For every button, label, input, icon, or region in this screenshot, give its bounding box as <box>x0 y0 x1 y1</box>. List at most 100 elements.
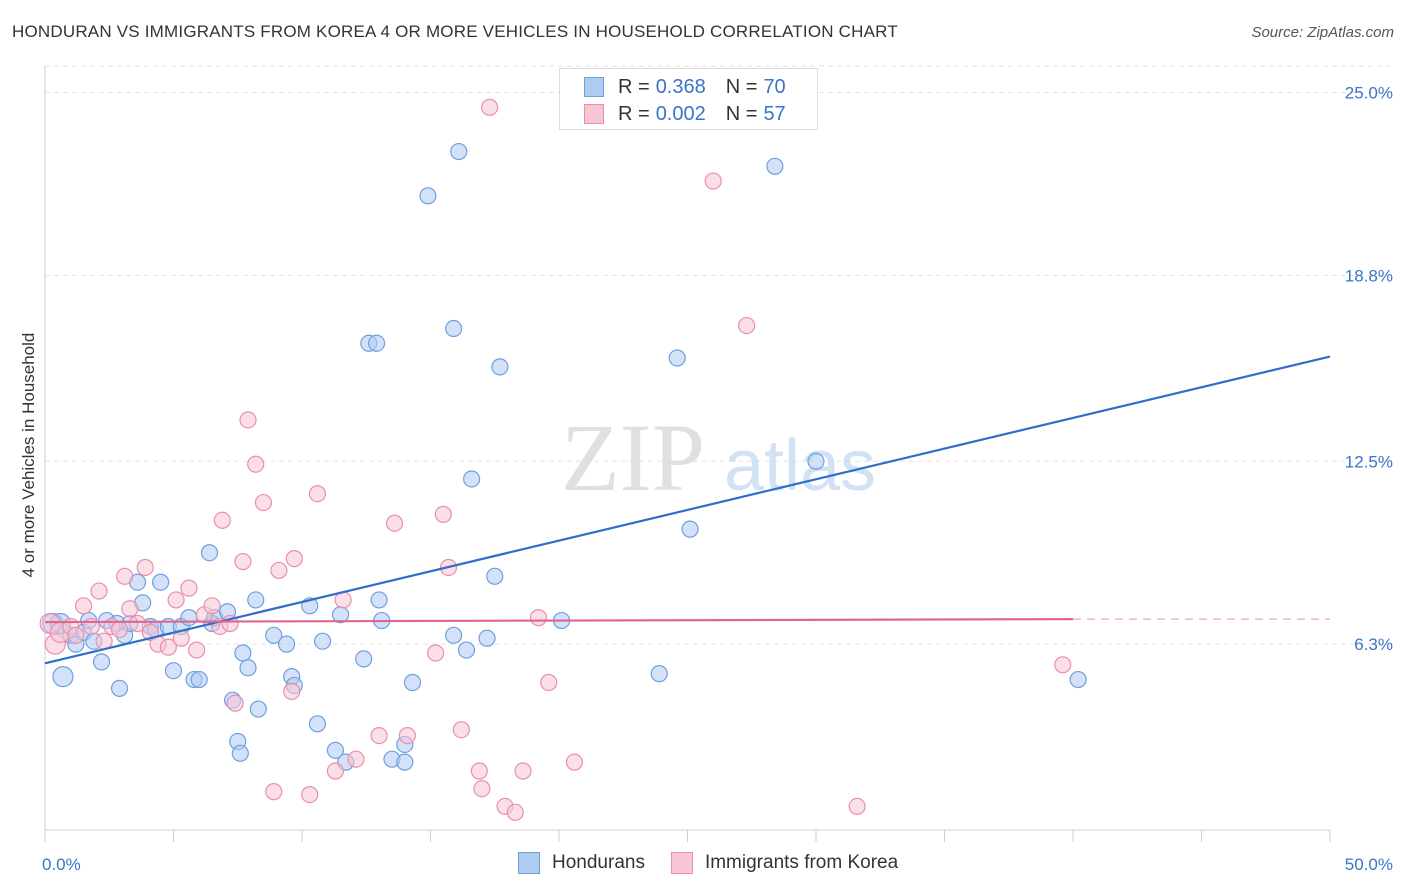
korea-point <box>529 609 548 627</box>
korea-point <box>452 721 470 739</box>
korea-point <box>90 582 108 600</box>
honduran-point <box>681 520 699 538</box>
honduran-trendline <box>44 355 1331 665</box>
korea-point <box>470 762 488 780</box>
korea-point <box>188 641 206 659</box>
korea-point <box>247 455 265 473</box>
korea-point <box>704 172 722 190</box>
korea-point <box>110 620 129 639</box>
honduran-point <box>457 641 476 659</box>
hondurans-legend-swatch <box>518 852 540 874</box>
axes <box>44 66 1331 842</box>
honduran-point <box>52 666 74 688</box>
honduran-point <box>766 157 784 175</box>
honduran-point <box>650 665 668 683</box>
korea-point <box>121 600 139 618</box>
korea-point <box>506 803 524 821</box>
honduran-point <box>110 679 129 698</box>
korea-point <box>159 638 177 656</box>
honduran-point <box>491 358 509 376</box>
r-value: 0.002 <box>655 102 706 125</box>
korea-point <box>398 727 416 745</box>
honduran-point <box>370 591 388 609</box>
korea-point <box>427 644 445 662</box>
honduran-point <box>450 142 468 161</box>
y-tick-label: 12.5% <box>1345 452 1393 471</box>
n-label: N = <box>725 75 758 98</box>
honduran-point <box>308 715 327 733</box>
honduran-point <box>403 673 422 692</box>
korea-point <box>283 682 301 700</box>
r-value: 0.368 <box>655 75 706 98</box>
honduran-point <box>313 632 332 650</box>
y-axis-label: 4 or more Vehicles in Household <box>19 333 38 578</box>
korea-point <box>180 579 198 597</box>
legend-item-hondurans[interactable]: Hondurans <box>518 852 645 874</box>
legend-item-korea[interactable]: Immigrants from Korea <box>670 852 899 874</box>
korea-point <box>481 98 499 116</box>
korea-point <box>738 316 756 335</box>
honduran-point <box>92 653 111 671</box>
legend-label: Immigrants from Korea <box>704 852 899 873</box>
korea-trendline <box>44 617 1074 624</box>
korea-point <box>514 762 532 780</box>
korea-legend-swatch <box>670 852 693 874</box>
honduran-point <box>807 452 825 470</box>
stats-legend: R = 0.368 N = 70 R = 0.002 N = 57 <box>559 68 818 130</box>
korea-point <box>270 561 288 580</box>
y-tick-label: 6.3% <box>1354 635 1393 654</box>
korea-point <box>1054 656 1072 674</box>
honduran-point <box>180 609 198 627</box>
honduran-point <box>396 753 414 771</box>
n-value: 57 <box>763 102 786 125</box>
korea-point <box>473 780 491 798</box>
honduran-point <box>239 659 257 677</box>
honduran-point <box>326 741 345 759</box>
watermark-zip: ZIP <box>561 404 705 511</box>
korea-point <box>234 552 252 571</box>
korea-point <box>347 750 365 768</box>
r-label: R = <box>618 102 650 125</box>
x-tick-label: 50.0% <box>1345 855 1393 874</box>
honduran-point <box>152 573 170 591</box>
korea-point <box>128 614 147 633</box>
honduran-point <box>247 591 265 609</box>
legend-label: Hondurans <box>552 852 645 873</box>
honduran-point <box>463 470 481 488</box>
n-value: 70 <box>763 75 786 98</box>
korea-point <box>74 597 93 615</box>
korea-point <box>254 493 273 512</box>
watermark-atlas: atlas <box>724 426 876 506</box>
korea-point <box>308 485 327 503</box>
korea-swatch <box>584 104 604 124</box>
trendlines <box>44 355 1331 665</box>
korea-point <box>385 514 404 532</box>
korea-point <box>370 727 388 745</box>
korea-point <box>326 762 345 780</box>
honduran-point <box>277 635 296 653</box>
honduran-point <box>234 644 252 662</box>
korea-point <box>136 558 154 577</box>
honduran-point <box>164 662 183 680</box>
honduran-point <box>265 626 283 644</box>
korea-point <box>285 550 303 568</box>
korea-point <box>116 567 134 585</box>
korea-point <box>301 786 319 804</box>
honduran-point <box>355 650 373 668</box>
korea-point <box>565 753 584 771</box>
source-credit: Source: ZipAtlas.com <box>1251 24 1394 41</box>
y-tick-label: 18.8% <box>1345 266 1393 285</box>
chart-title: HONDURAN VS IMMIGRANTS FROM KOREA 4 OR M… <box>12 22 898 41</box>
honduran-point <box>486 567 504 585</box>
korea-point <box>265 783 283 801</box>
korea-point <box>203 597 221 615</box>
korea-point <box>848 797 866 816</box>
y-tick-label: 25.0% <box>1345 84 1393 103</box>
honduran-point <box>367 334 386 352</box>
korea-point <box>67 626 85 644</box>
honduran-point <box>478 629 496 647</box>
n-label: N = <box>725 102 758 125</box>
series-legend: Hondurans Immigrants from Korea <box>518 852 924 874</box>
korea-point <box>239 411 257 429</box>
